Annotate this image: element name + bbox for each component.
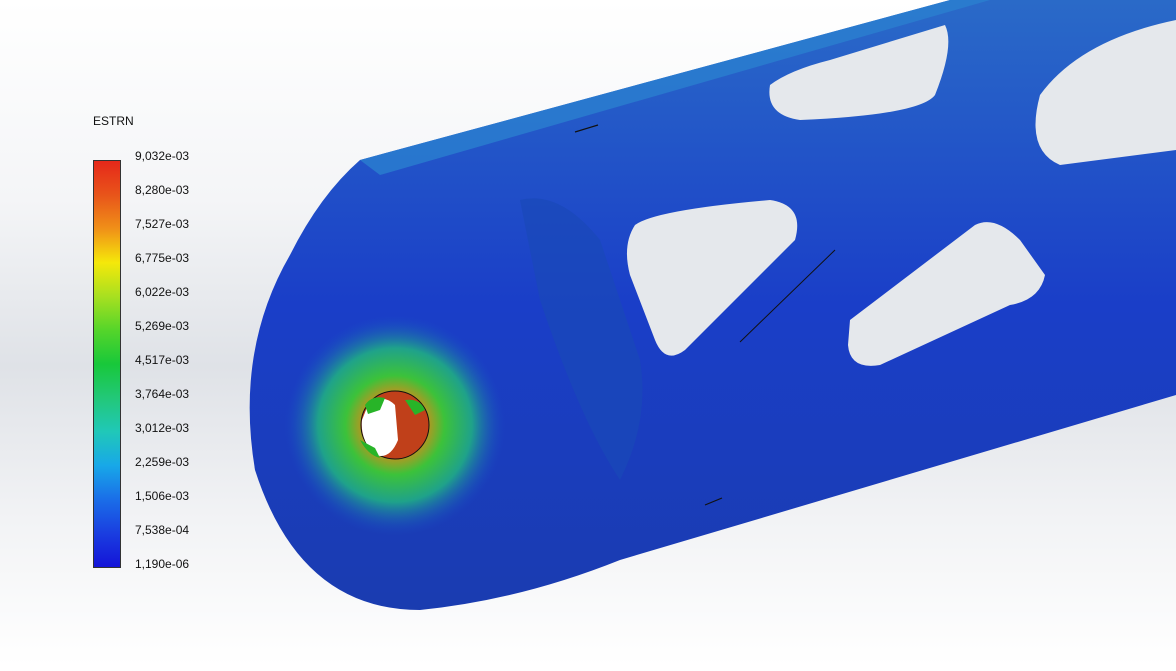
legend-tick-label: 7,538e-04 <box>135 523 189 537</box>
legend-tick-label: 4,517e-03 <box>135 353 189 367</box>
legend-tick-label: 5,269e-03 <box>135 319 189 333</box>
legend-tick-label: 3,012e-03 <box>135 421 189 435</box>
legend-tick-label: 6,022e-03 <box>135 285 189 299</box>
legend-tick-label: 9,032e-03 <box>135 149 189 163</box>
legend-tick-label: 1,506e-03 <box>135 489 189 503</box>
legend-tick-label: 3,764e-03 <box>135 387 189 401</box>
strain-legend: ESTRN 9,032e-03 8,280e-03 7,527e-03 6,775e-… <box>86 110 216 580</box>
legend-tick-label: 1,190e-06 <box>135 557 189 571</box>
legend-tick-label: 8,280e-03 <box>135 183 189 197</box>
legend-tick-label: 2,259e-03 <box>135 455 189 469</box>
legend-tick-label: 7,527e-03 <box>135 217 189 231</box>
legend-colorbar <box>93 160 121 568</box>
legend-tick-label: 6,775e-03 <box>135 251 189 265</box>
legend-title: ESTRN <box>93 114 134 128</box>
